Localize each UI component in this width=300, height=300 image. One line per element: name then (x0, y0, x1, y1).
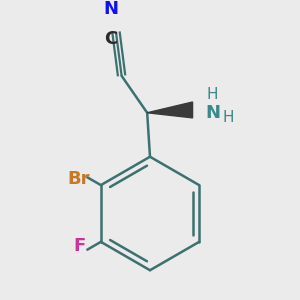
Text: H: H (207, 87, 218, 102)
Text: N: N (103, 0, 118, 18)
Polygon shape (147, 102, 193, 118)
Text: N: N (205, 104, 220, 122)
Text: Br: Br (68, 170, 90, 188)
Text: F: F (73, 237, 85, 255)
Text: C: C (104, 30, 118, 48)
Text: H: H (222, 110, 234, 124)
